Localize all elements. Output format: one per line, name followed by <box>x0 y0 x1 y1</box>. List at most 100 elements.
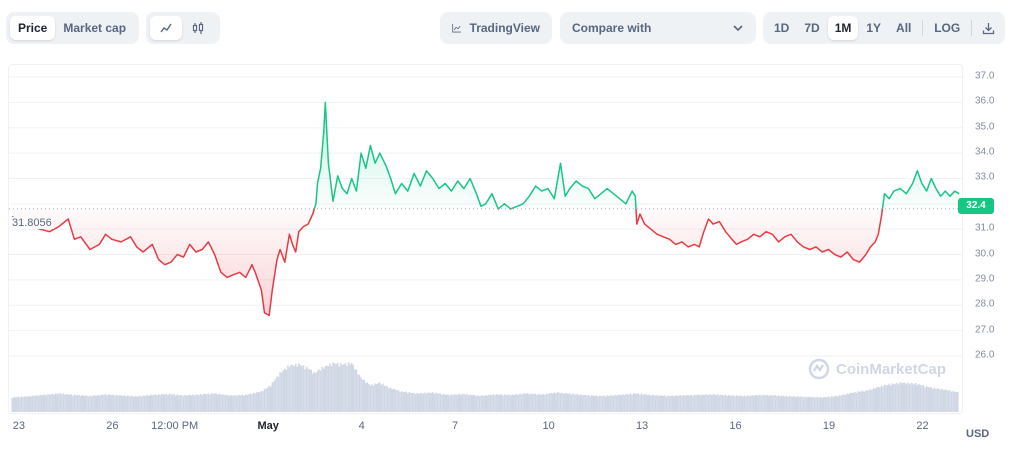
volume-bar <box>118 395 121 412</box>
volume-bar <box>438 393 440 412</box>
volume-bar <box>679 395 682 412</box>
volume-bar <box>382 383 384 412</box>
volume-bar <box>586 395 588 412</box>
volume-bar <box>422 393 425 412</box>
volume-bar <box>117 395 119 412</box>
volume-bar <box>134 396 136 412</box>
volume-bar <box>301 366 303 412</box>
volume-bar <box>109 394 112 412</box>
y-tick-label: 31.0 <box>975 222 995 234</box>
volume-bar <box>318 369 320 412</box>
volume-bar <box>399 392 401 412</box>
volume-bar <box>98 395 101 412</box>
volume-bar <box>33 395 35 412</box>
range-1d-button[interactable]: 1D <box>774 21 790 35</box>
download-button[interactable] <box>976 16 1001 40</box>
range-7d-button[interactable]: 7D <box>804 21 820 35</box>
volume-bar <box>268 385 270 412</box>
volume-bar <box>699 395 702 412</box>
volume-bar <box>541 394 543 412</box>
volume-bar <box>718 395 721 412</box>
volume-bar <box>78 394 80 412</box>
current-price-tag: 32.4 <box>958 198 994 214</box>
volume-bar <box>44 394 46 412</box>
tradingview-button[interactable]: TradingView <box>440 12 552 44</box>
volume-bar <box>668 396 671 412</box>
volume-bar <box>511 394 513 412</box>
volume-bar <box>453 394 456 412</box>
volume-bar <box>737 396 739 412</box>
log-scale-button[interactable]: LOG <box>934 21 961 35</box>
volume-bar <box>100 394 102 412</box>
volume-bar <box>280 372 283 412</box>
volume-bar <box>326 365 328 412</box>
volume-bar <box>659 395 661 412</box>
price-line-down <box>11 208 884 317</box>
volume-bar <box>341 364 344 412</box>
price-chart-plot[interactable] <box>9 65 963 414</box>
volume-bar <box>69 394 71 412</box>
volume-bar <box>698 394 700 412</box>
market-cap-tab[interactable]: Market cap <box>63 21 127 35</box>
candlestick-icon <box>192 22 204 34</box>
volume-bar <box>467 395 470 412</box>
compare-with-dropdown[interactable]: Compare with <box>560 12 756 44</box>
price-type-toggle: Price Market cap <box>6 12 139 44</box>
volume-bar <box>28 395 31 412</box>
price-tab[interactable]: Price <box>10 16 56 40</box>
volume-bar <box>791 396 794 412</box>
volume-bar <box>307 368 309 412</box>
volume-bar <box>790 396 792 412</box>
volume-bar <box>614 394 616 412</box>
line-chart-button[interactable] <box>150 16 182 40</box>
volume-bar <box>498 394 501 412</box>
volume-bar <box>377 383 379 412</box>
volume-bar <box>523 393 526 412</box>
volume-bar <box>819 396 822 412</box>
candlestick-chart-button[interactable] <box>182 16 214 40</box>
volume-bar <box>648 394 651 412</box>
volume-bar <box>611 395 613 412</box>
volume-bar <box>444 394 446 412</box>
volume-bar <box>470 395 473 412</box>
volume-bar <box>59 393 62 412</box>
volume-bar <box>231 395 233 412</box>
volume-bar <box>713 394 716 412</box>
volume-bar <box>73 394 76 412</box>
volume-bar <box>855 392 858 412</box>
range-all-button[interactable]: All <box>896 21 912 35</box>
volume-bar <box>545 393 548 412</box>
volume-bar <box>11 398 13 412</box>
volume-bar <box>427 392 429 412</box>
volume-bar <box>386 386 389 412</box>
volume-bar <box>403 392 406 412</box>
volume-bar <box>754 394 756 412</box>
volume-bar <box>894 383 897 412</box>
volume-bar <box>810 397 813 412</box>
volume-bar <box>72 395 74 412</box>
volume-bar <box>287 365 289 412</box>
volume-bar <box>731 395 733 412</box>
volume-bar <box>829 397 831 412</box>
volume-bar <box>618 394 621 412</box>
volume-bar <box>121 396 124 412</box>
price-chart[interactable] <box>8 64 963 414</box>
volume-bar <box>365 382 367 412</box>
volume-bar <box>715 395 718 412</box>
volume-bar <box>176 394 179 412</box>
volume-bar <box>757 395 760 412</box>
volume-bar <box>410 393 412 412</box>
volume-bar <box>20 396 23 412</box>
volume-bar <box>30 396 32 412</box>
volume-bar <box>48 394 51 412</box>
volume-bar <box>355 369 358 412</box>
volume-bar <box>949 390 951 412</box>
currency-label: USD <box>966 428 990 440</box>
volume-bar <box>238 395 241 412</box>
volume-bar <box>740 395 742 412</box>
volume-bar <box>83 395 85 412</box>
range-1m-button[interactable]: 1M <box>827 16 859 40</box>
volume-bar <box>905 384 908 412</box>
volume-bar <box>598 395 601 412</box>
range-1y-button[interactable]: 1Y <box>866 21 882 35</box>
